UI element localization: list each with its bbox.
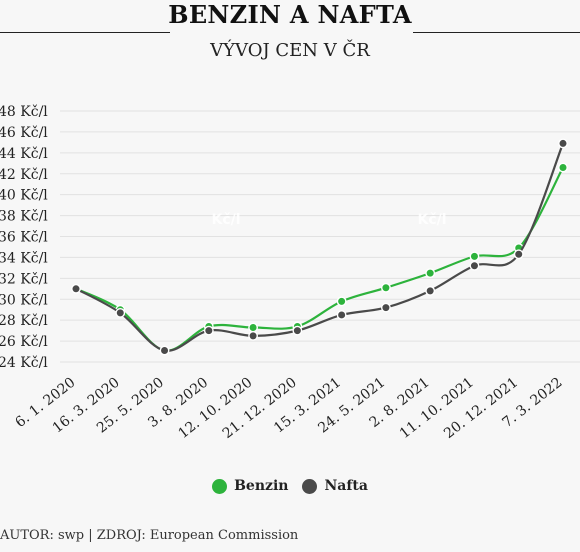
source-credit: AUTOR: swp | ZDROJ: European Commission: [0, 528, 299, 543]
data-point-nafta: [381, 302, 391, 313]
y-tick-label: 36 Kč/l: [0, 230, 48, 246]
y-tick-label: 28 Kč/l: [0, 313, 48, 329]
data-point-benzin: [248, 322, 258, 333]
data-point-nafta: [115, 307, 126, 318]
data-point-nafta: [336, 310, 347, 320]
data-point-benzin: [336, 296, 347, 307]
y-tick-label: 34 Kč/l: [0, 250, 48, 266]
y-tick-label: 40 Kč/l: [0, 188, 48, 204]
data-point-nafta: [513, 249, 524, 260]
y-tick-label: 32 Kč/l: [0, 271, 48, 287]
y-tick-label: 38 Kč/l: [0, 209, 48, 225]
y-tick-label: 48 Kč/l: [0, 104, 48, 120]
data-point-nafta: [71, 283, 81, 294]
title-rule-right: [413, 32, 580, 33]
data-point-nafta: [159, 345, 170, 356]
data-point-benzin: [469, 251, 480, 262]
y-tick-label: 44 Kč/l: [0, 146, 48, 162]
watermark-label: Kč/l: [211, 212, 240, 228]
data-point-nafta: [558, 138, 568, 149]
data-point-nafta: [292, 325, 303, 336]
legend-item-benzin[interactable]: Benzin: [212, 478, 288, 494]
y-tick-label: 26 Kč/l: [0, 334, 48, 350]
data-point-benzin: [558, 162, 568, 173]
line-chart: 24 Kč/l 26 Kč/l 28 Kč/l 30 Kč/l 32 Kč/l 34 Kč…: [0, 104, 580, 442]
y-tick-label: 24 Kč/l: [0, 355, 48, 371]
chart-header: BENZIN A NAFTA VÝVOJ CEN V ČR: [0, 0, 580, 70]
legend-item-nafta[interactable]: Nafta: [302, 478, 368, 494]
legend-swatch-benzin: [212, 478, 228, 494]
chart-subtitle: VÝVOJ CEN V ČR: [210, 40, 370, 61]
y-tick-label: 30 Kč/l: [0, 292, 48, 308]
legend-label-nafta: Nafta: [324, 478, 368, 494]
chart-legend: Benzin Nafta: [0, 478, 580, 494]
watermark-label: Kč/l: [417, 212, 446, 228]
y-tick-label: 42 Kč/l: [0, 167, 48, 183]
y-tick-label: 46 Kč/l: [0, 125, 48, 141]
data-point-nafta: [469, 260, 480, 271]
data-point-benzin: [381, 282, 391, 293]
legend-label-benzin: Benzin: [234, 478, 289, 494]
data-point-nafta: [248, 330, 258, 341]
data-point-nafta: [425, 285, 436, 296]
chart-title: BENZIN A NAFTA: [168, 0, 412, 29]
title-rule-left: [0, 32, 170, 33]
data-point-nafta: [203, 325, 214, 336]
legend-swatch-nafta: [302, 478, 318, 494]
data-point-benzin: [425, 268, 436, 279]
